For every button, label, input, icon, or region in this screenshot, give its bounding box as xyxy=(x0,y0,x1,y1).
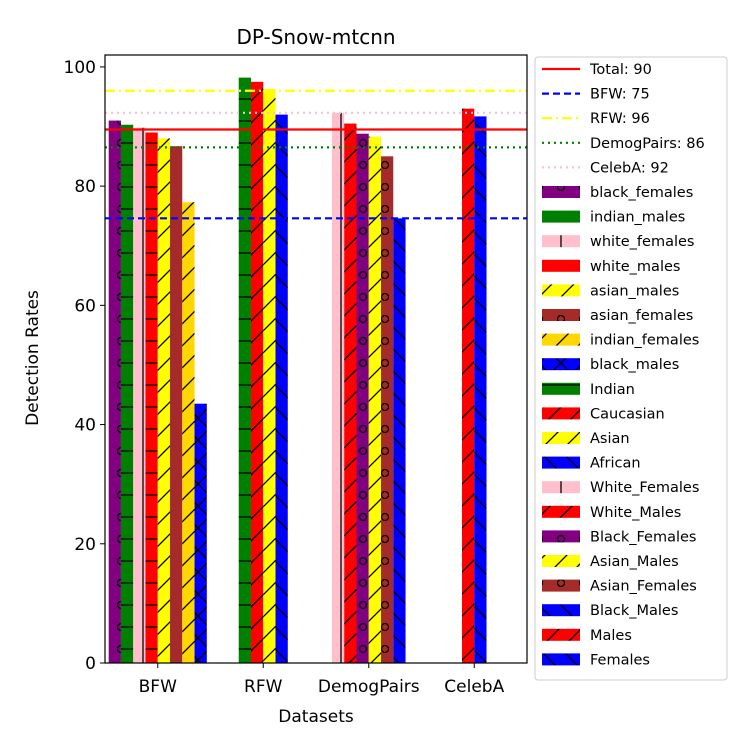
x-tick-label: DemogPairs xyxy=(318,677,420,697)
legend-label: Indian xyxy=(590,382,635,398)
bar-rfw-caucasian xyxy=(250,81,264,663)
bar-celeba-females xyxy=(474,116,487,663)
y-tick-label: 20 xyxy=(74,535,96,555)
legend-swatch xyxy=(542,530,580,543)
legend-swatch xyxy=(542,579,580,592)
legend-swatch xyxy=(542,235,580,248)
bar-demogpairs-white-males xyxy=(344,123,357,664)
legend-label: indian_females xyxy=(590,333,699,349)
reference-lines-layer xyxy=(105,89,527,220)
legend-swatch xyxy=(542,358,580,371)
legend-swatch xyxy=(542,653,580,666)
bars-layer xyxy=(108,77,487,664)
legend-swatch xyxy=(542,555,580,567)
legend-label: indian_males xyxy=(590,210,685,226)
legend-swatch xyxy=(542,333,580,346)
y-tick-label: 0 xyxy=(85,654,96,674)
bar-demogpairs-black-females xyxy=(356,133,369,663)
bar-bfw-white-males xyxy=(145,132,158,664)
legend: Total: 90 BFW: 75 RFW: 96 DemogPairs: 86 Cel… xyxy=(534,56,728,681)
bar-rfw-african xyxy=(275,114,288,664)
legend-swatch xyxy=(542,628,580,641)
legend-label: Asian_Females xyxy=(590,579,697,595)
bar-bfw-indian-females xyxy=(182,202,195,664)
legend-swatch xyxy=(542,382,580,395)
legend-label: DemogPairs: 86 xyxy=(590,136,705,152)
bar-bfw-indian-males xyxy=(120,124,134,664)
bar-bfw-asian-males xyxy=(157,138,171,663)
legend-label: BFW: 75 xyxy=(590,87,650,103)
bar-rfw-asian xyxy=(263,88,276,664)
legend-swatch xyxy=(542,481,580,494)
legend-label: black_males xyxy=(590,357,679,373)
legend-label: white_males xyxy=(590,259,680,275)
legend-label: asian_males xyxy=(590,283,679,299)
y-axis-label: Detection Rates xyxy=(23,290,43,426)
bar-bfw-asian-females xyxy=(170,146,183,663)
legend-swatch xyxy=(542,309,580,321)
bar-bfw-black-females xyxy=(108,120,121,663)
legend-label: asian_females xyxy=(590,308,693,324)
legend-label: CelebA: 92 xyxy=(590,160,669,176)
legend-swatch xyxy=(542,259,580,272)
x-tick-label: RFW xyxy=(244,677,283,697)
bar-demogpairs-asian-females xyxy=(381,156,394,663)
bar-celeba-males xyxy=(461,108,475,663)
legend-label: black_females xyxy=(590,185,693,201)
legend-label: RFW: 96 xyxy=(590,111,650,127)
chart-title: DP-Snow-mtcnn xyxy=(236,25,395,49)
x-tick-label: CelebA xyxy=(444,677,504,697)
legend-label: Males xyxy=(590,628,632,644)
y-tick-label: 40 xyxy=(74,416,96,436)
bar-rfw-indian xyxy=(238,77,251,663)
legend-label: Total: 90 xyxy=(589,62,652,78)
legend-swatch xyxy=(542,456,580,469)
y-tick-label: 100 xyxy=(64,58,96,78)
axes-layer: 0 20 40 60 80 100 BFW RFW DemogPairs CelebA xyxy=(64,58,505,697)
legend-frame xyxy=(534,56,728,681)
legend-label: Black_Females xyxy=(590,529,696,545)
legend-label: Caucasian xyxy=(590,406,665,422)
bar-demogpairs-asian-males xyxy=(368,136,382,663)
legend-swatch xyxy=(542,186,580,198)
legend-label: Asian xyxy=(590,431,630,447)
legend-label: Females xyxy=(590,652,650,668)
legend-swatch xyxy=(542,407,580,420)
legend-swatch xyxy=(542,604,580,617)
legend-label: white_females xyxy=(590,234,694,250)
bar-bfw-black-males xyxy=(194,403,207,663)
legend-label: Black_Males xyxy=(590,603,678,619)
x-axis-label: Datasets xyxy=(278,707,354,727)
bar-demogpairs-black-males xyxy=(393,218,406,663)
legend-swatch xyxy=(542,284,580,297)
plot-frame xyxy=(104,54,528,664)
bar-demogpairs-white-females xyxy=(331,112,345,663)
legend-label: White_Males xyxy=(590,505,681,521)
legend-swatch xyxy=(542,210,580,223)
x-tick-label: BFW xyxy=(139,677,177,697)
y-tick-label: 60 xyxy=(74,296,96,316)
legend-label: White_Females xyxy=(590,480,699,496)
bar-bfw-white-females xyxy=(133,127,146,664)
legend-label: African xyxy=(590,456,641,472)
legend-swatch xyxy=(542,505,580,518)
y-tick-label: 80 xyxy=(74,177,96,197)
legend-label: Asian_Males xyxy=(590,554,679,570)
legend-swatch xyxy=(542,432,580,444)
